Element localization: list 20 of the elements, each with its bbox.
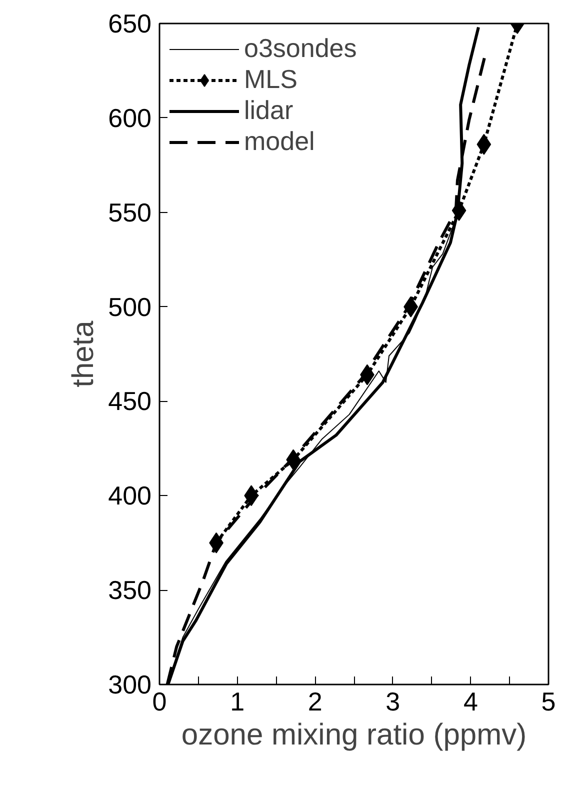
y-tick-label: 650	[108, 8, 152, 38]
y-tick-label: 400	[108, 480, 152, 511]
y-axis-title: theta	[67, 320, 100, 388]
legend-label: lidar	[244, 95, 294, 126]
x-tick-label: 4	[463, 686, 478, 716]
legend-label: o3sondes	[244, 33, 357, 64]
x-axis-title: ozone mixing ratio (ppmv)	[181, 718, 527, 752]
legend-label: MLS	[244, 64, 298, 95]
y-tick-label: 450	[108, 386, 152, 416]
x-tick-label: 2	[308, 686, 322, 716]
y-tick-label: 300	[108, 670, 152, 700]
x-tick-label: 1	[230, 686, 245, 716]
y-tick-label: 600	[108, 102, 152, 133]
legend-label: model	[244, 126, 315, 157]
y-tick-label: 550	[108, 197, 152, 228]
y-tick-label: 350	[108, 575, 152, 606]
x-tick-label: 3	[386, 686, 400, 716]
y-tick-label: 500	[108, 292, 152, 322]
x-tick-label: 0	[152, 686, 167, 716]
x-tick-label: 5	[541, 686, 556, 716]
